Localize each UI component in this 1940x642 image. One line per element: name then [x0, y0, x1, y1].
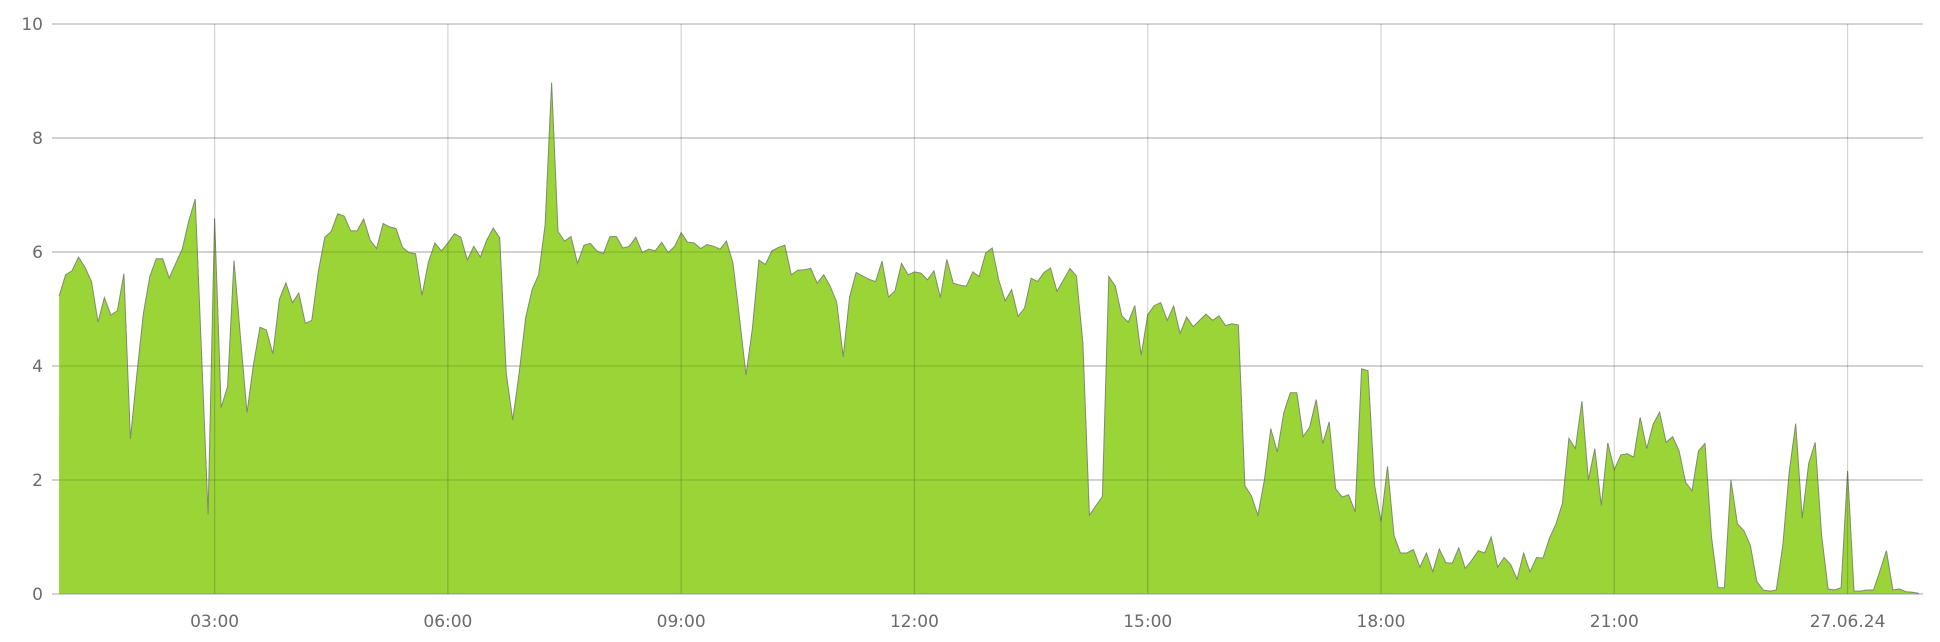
- x-gridlines: [214, 24, 1849, 594]
- x-tick-label: 18:00: [1357, 612, 1406, 632]
- y-tick-label: 8: [32, 129, 43, 149]
- y-tick-label: 6: [32, 243, 43, 263]
- y-tick-label: 2: [32, 471, 43, 491]
- x-tick-label: 21:00: [1590, 612, 1639, 632]
- x-tick-label: 27.06.24: [1810, 612, 1886, 632]
- x-tick-label: 09:00: [657, 612, 706, 632]
- series-line: [58, 82, 1919, 594]
- x-axis-tick-labels: 03:00 06:00 09:00 12:00 15:00 18:00 21:00 27.06…: [190, 612, 1885, 632]
- x-tick-label: 12:00: [890, 612, 939, 632]
- x-tick-label: 15:00: [1123, 612, 1172, 632]
- y-gridlines-overlay: [52, 23, 1923, 595]
- y-tick-label: 10: [21, 15, 43, 35]
- area-fill: [59, 82, 1919, 594]
- series-area: [58, 82, 1919, 594]
- y-axis-tick-labels: 0 2 4 6 8 10: [21, 15, 43, 605]
- x-tick-label: 06:00: [423, 612, 472, 632]
- y-tick-label: 4: [32, 357, 43, 377]
- y-tick-label: 0: [32, 585, 43, 605]
- x-tick-label: 03:00: [190, 612, 239, 632]
